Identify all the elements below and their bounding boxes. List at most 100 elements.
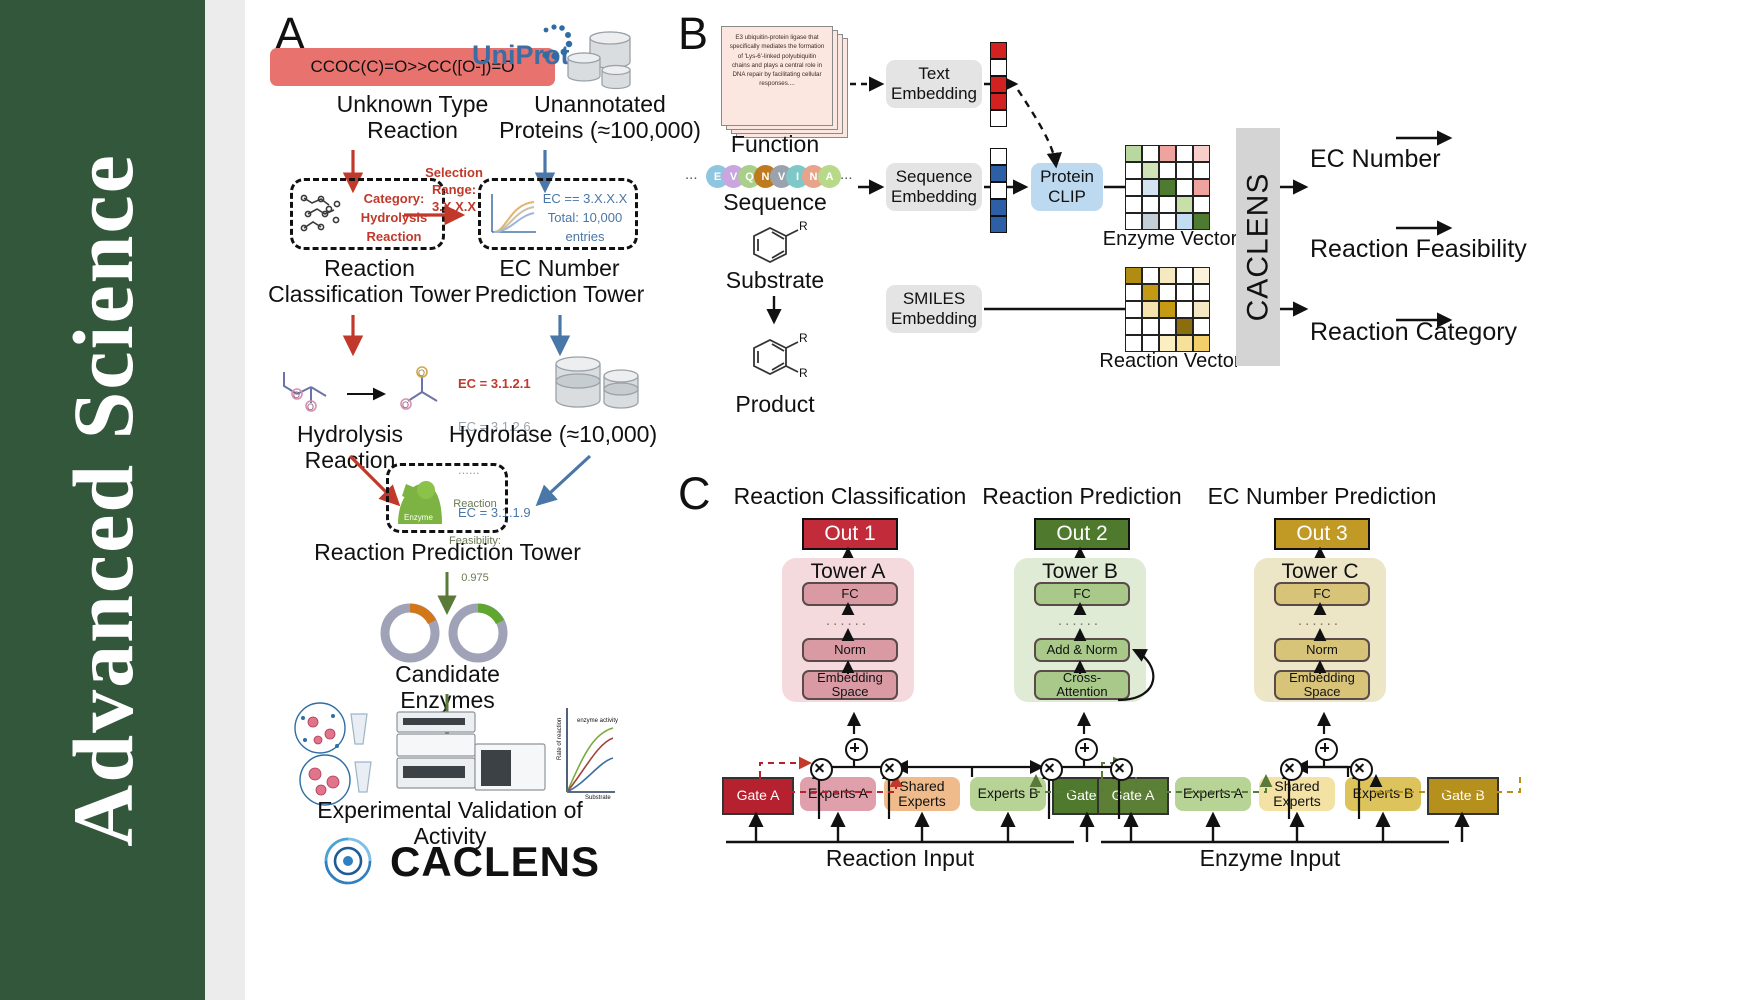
sequence-embedding-box: Sequence Embedding	[886, 163, 982, 211]
enzyme-input-label: Enzyme Input	[1199, 845, 1341, 871]
selection-arrow	[404, 204, 466, 226]
vector-cell	[990, 59, 1007, 76]
vector-cell	[990, 199, 1007, 216]
panel-c-moe-wiring	[759, 711, 1521, 819]
sequence-residue-a: A	[818, 165, 841, 188]
sequence-label: Sequence	[723, 189, 827, 215]
matrix-cell	[1125, 213, 1142, 230]
caclens-module-label: CACLENS	[1241, 172, 1274, 322]
matrix-cell	[1159, 196, 1176, 213]
reaction-input-bus	[726, 811, 1095, 844]
candidate-enzymes-icon	[380, 603, 508, 663]
experimental-validation-label: Experimental Validation of Activity	[317, 797, 583, 849]
matrix-cell	[1193, 196, 1210, 213]
reaction-input-label: Reaction Input	[825, 845, 975, 871]
tower-inner-arrows-0	[841, 602, 855, 674]
matrix-cell	[1193, 284, 1210, 301]
multiply-operator-5	[1110, 758, 1133, 781]
ec-number-box	[478, 178, 638, 250]
ec-number-prediction-tower-label: EC Number Prediction Tower	[474, 255, 645, 307]
multiply-operator-7	[1280, 758, 1303, 781]
vector-cell	[990, 76, 1007, 93]
multiply-operator-8	[1350, 758, 1373, 781]
substrate-r-group: R	[799, 219, 808, 233]
matrix-cell	[1142, 145, 1159, 162]
matrix-cell	[1142, 318, 1159, 335]
matrix-cell	[1193, 162, 1210, 179]
function-label: Function	[730, 131, 820, 157]
sequence-left-ellipsis: ...	[685, 166, 698, 183]
matrix-cell	[1142, 196, 1159, 213]
output-box-3[interactable]: Out 3	[1274, 518, 1370, 550]
smiles-reaction-box: CCOC(C)=O>>CC([O-])=O	[270, 48, 555, 86]
plot-series-label: enzyme activity	[577, 718, 618, 724]
reaction-vector-label: Reaction Vector	[1099, 350, 1241, 372]
panel-b-letter: B	[678, 8, 709, 59]
experimental-validation-icon: enzyme activity Rate of reaction Substra…	[294, 702, 618, 806]
matrix-cell	[1159, 318, 1176, 335]
enzyme-shared-experts[interactable]: Shared Experts	[1259, 777, 1335, 811]
matrix-cell	[1125, 335, 1142, 352]
candidate-enzymes-label: Candidate Enzymes	[395, 661, 500, 712]
svg-text:O: O	[402, 400, 409, 410]
matrix-cell	[1142, 213, 1159, 230]
tower-name-1: Tower B	[1042, 560, 1118, 583]
matrix-cell	[1176, 179, 1193, 196]
matrix-cell	[1159, 284, 1176, 301]
svg-text:O: O	[418, 368, 425, 378]
matrix-cell	[1142, 162, 1159, 179]
panel-c-title-0: Reaction Classification	[733, 483, 967, 509]
enzyme-vector-label: Enzyme Vector	[1102, 228, 1238, 250]
page-edge	[205, 0, 245, 1000]
matrix-cell	[1176, 162, 1193, 179]
journal-band: Advanced Science	[0, 0, 205, 1000]
output-box-2[interactable]: Out 2	[1034, 518, 1130, 550]
tower-inner-arrows-2	[1313, 602, 1327, 674]
matrix-cell	[1125, 301, 1142, 318]
panel-c-title-1: Reaction Prediction	[982, 483, 1182, 509]
vector-cell	[990, 182, 1007, 199]
add-operator-6	[1315, 738, 1338, 761]
matrix-cell	[1159, 335, 1176, 352]
arrow-to-candidates	[437, 572, 457, 615]
matrix-cell	[1176, 145, 1193, 162]
vector-cell	[990, 42, 1007, 59]
protein-clip-box: Protein CLIP	[1031, 163, 1103, 211]
feasibility-text: Reaction Feasibility: 0.975	[449, 497, 501, 585]
matrix-cell	[1159, 179, 1176, 196]
matrix-cell	[1159, 145, 1176, 162]
tower-block-1-3[interactable]: Cross- Attention	[1034, 670, 1130, 700]
panel-a-feasibility-arrows	[348, 454, 592, 507]
matrix-cell	[1176, 196, 1193, 213]
text-embedding-box: Text Embedding	[886, 60, 982, 108]
matrix-cell	[1125, 179, 1142, 196]
vector-cell	[990, 148, 1007, 165]
matrix-cell	[1176, 335, 1193, 352]
matrix-cell	[1193, 318, 1210, 335]
matrix-cell	[1176, 267, 1193, 284]
caclens-module: CACLENS	[1236, 128, 1280, 366]
matrix-cell	[1125, 196, 1142, 213]
matrix-cell	[1176, 318, 1193, 335]
matrix-cell	[1193, 179, 1210, 196]
smiles-embedding-box: SMILES Embedding	[886, 285, 982, 333]
matrix-cell	[1142, 267, 1159, 284]
tower-block-0-3[interactable]: Embedding Space	[802, 670, 898, 700]
product-molecule-icon: R R	[753, 331, 808, 380]
hydrolysis-reaction-label: Hydrolysis Reaction	[296, 421, 404, 473]
matrix-cell	[1142, 284, 1159, 301]
matrix-cell	[1159, 213, 1176, 230]
matrix-cell	[1193, 267, 1210, 284]
tower-ellipsis-1: ......	[1058, 612, 1102, 629]
function-paper-front: E3 ubiquitin-protein ligase that specifi…	[721, 26, 833, 126]
enzyme-experts-b[interactable]: Experts B	[1345, 777, 1421, 811]
panel-c-title-2: EC Number Prediction	[1207, 483, 1437, 509]
vector-cell	[990, 165, 1007, 182]
molecule-sketch-icon	[300, 194, 341, 232]
svg-text:O: O	[307, 402, 314, 412]
hydrolase-database-icons	[555, 356, 639, 409]
matrix-cell	[1176, 284, 1193, 301]
ec-box-text: EC == 3.X.X.X Total: 10,000 entries	[542, 191, 628, 244]
uniprot-database-icons	[542, 24, 631, 90]
enzyme-experts-a[interactable]: Experts A	[1175, 777, 1251, 811]
